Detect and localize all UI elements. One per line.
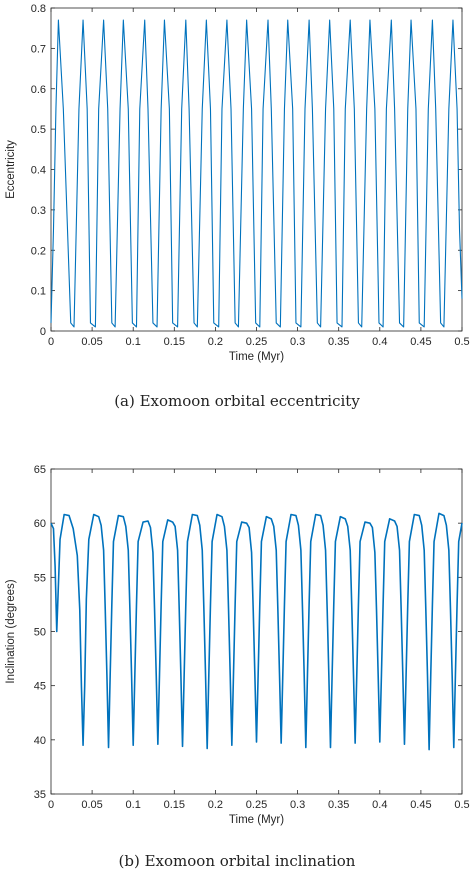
eccentricity-x-tick-label: 0.25: [246, 336, 267, 348]
inclination-x-tick-label: 0.05: [81, 799, 102, 811]
eccentricity-x-tick-label: 0.05: [81, 336, 102, 348]
inclination-chart: 0 0.05 0.1 0.15 0.2 0.25 0.3 0.35 0.4 0.45 0.5 35 40…: [5, 464, 470, 826]
inclination-x-tick-label: 0.4: [372, 799, 387, 811]
inclination-x-axis-label: Time (Myr): [229, 814, 284, 826]
eccentricity-axes-box: [50, 7, 463, 332]
eccentricity-x-tick-label: 0.45: [410, 336, 431, 348]
inclination-x-tick-label: 0: [48, 799, 54, 811]
inclination-y-axis-label: Inclination (degrees): [5, 579, 17, 683]
eccentricity-y-tick-label: 0.5: [31, 124, 46, 136]
inclination-x-tick-label: 0.1: [126, 799, 141, 811]
inclination-axes-box: [50, 468, 463, 795]
caption-inclination: (b) Exomoon orbital inclination: [119, 852, 356, 870]
eccentricity-x-tick-label: 0.5: [454, 336, 469, 348]
eccentricity-y-tick-label: 0.4: [31, 165, 46, 177]
eccentricity-x-tick-label: 0: [48, 336, 54, 348]
eccentricity-x-tick-label: 0.2: [208, 336, 223, 348]
eccentricity-y-tick-label: 0.1: [31, 286, 46, 298]
caption-eccentricity: (a) Exomoon orbital eccentricity: [114, 392, 360, 410]
inclination-x-tick-label: 0.35: [328, 799, 349, 811]
inclination-series-line: [50, 512, 463, 751]
eccentricity-series-line: [50, 19, 463, 328]
eccentricity-y-tick-label: 0.3: [31, 205, 46, 217]
inclination-x-tick-label: 0.45: [410, 799, 431, 811]
eccentricity-x-tick-label: 0.1: [126, 336, 141, 348]
inclination-y-tick-label: 50: [34, 627, 46, 639]
eccentricity-y-tick-label: 0.6: [31, 84, 46, 96]
eccentricity-chart: 0 0.05 0.1 0.15 0.2 0.25 0.3 0.35 0.4 0.45 0.5 0 0.1…: [5, 3, 470, 363]
inclination-x-tick-label: 0.15: [164, 799, 185, 811]
inclination-y-tick-label: 65: [34, 464, 46, 476]
inclination-y-tick-label: 35: [34, 789, 46, 801]
inclination-x-tick-label: 0.2: [208, 799, 223, 811]
eccentricity-x-tick-label: 0.15: [164, 336, 185, 348]
eccentricity-x-axis-label: Time (Myr): [229, 351, 284, 363]
eccentricity-y-axis-label: Eccentricity: [5, 140, 17, 199]
eccentricity-y-tick-label: 0.8: [31, 3, 46, 15]
eccentricity-y-tick-label: 0.7: [31, 43, 46, 55]
eccentricity-y-tick-label: 0: [40, 326, 46, 338]
inclination-y-tick-label: 55: [34, 572, 46, 584]
inclination-y-tick-label: 60: [34, 518, 46, 530]
inclination-y-tick-label: 45: [34, 681, 46, 693]
eccentricity-x-tick-label: 0.3: [290, 336, 305, 348]
eccentricity-y-tick-label: 0.2: [31, 245, 46, 257]
eccentricity-x-tick-label: 0.4: [372, 336, 387, 348]
inclination-y-tick-label: 40: [34, 735, 46, 747]
inclination-x-tick-label: 0.5: [454, 799, 469, 811]
inclination-x-tick-label: 0.3: [290, 799, 305, 811]
eccentricity-x-tick-label: 0.35: [328, 336, 349, 348]
inclination-x-tick-label: 0.25: [246, 799, 267, 811]
